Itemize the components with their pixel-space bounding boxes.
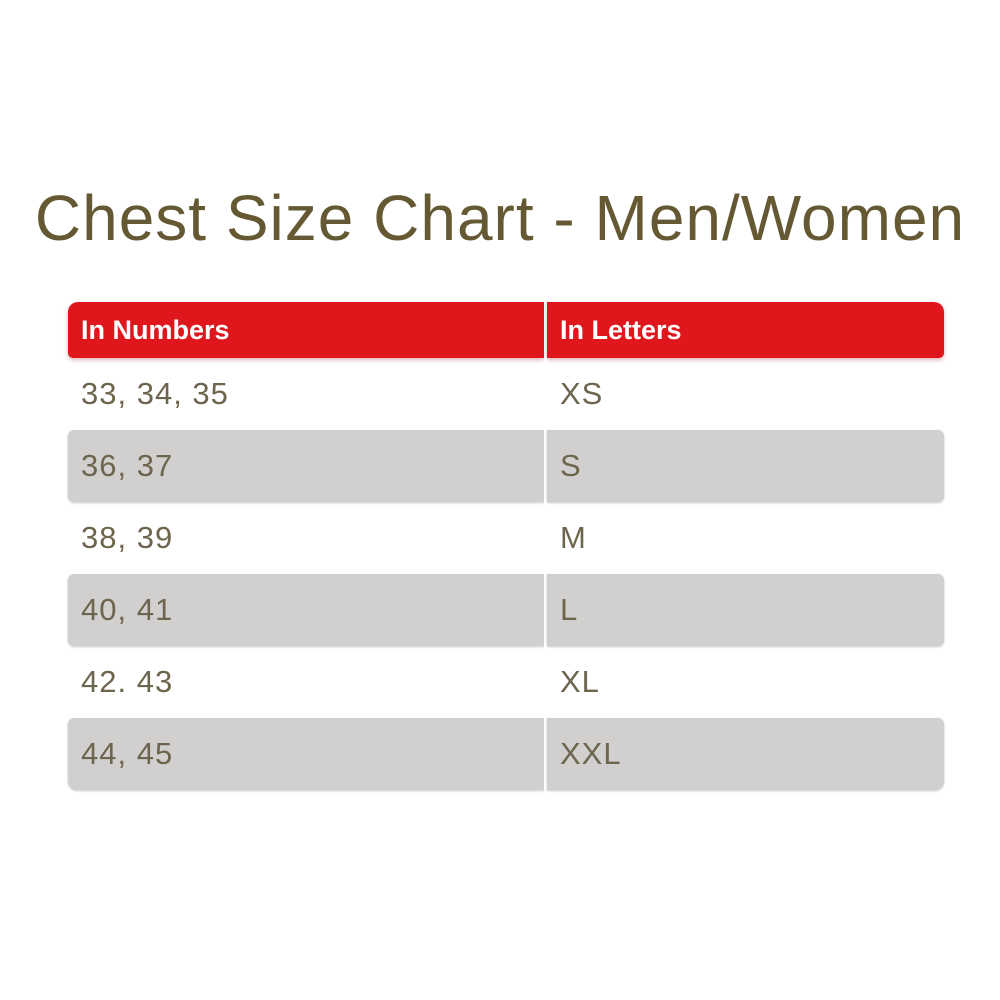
table-row-xl: 42. 43 XL xyxy=(68,646,944,718)
cell-numbers: 33, 34, 35 xyxy=(81,376,229,411)
table-row-xxl: 44, 45 XXL xyxy=(68,718,944,790)
column-divider xyxy=(544,718,547,790)
column-divider xyxy=(544,502,547,574)
column-divider xyxy=(544,358,547,430)
column-divider xyxy=(544,430,547,502)
size-chart-table: In Numbers In Letters 33, 34, 35 XS 36, … xyxy=(68,302,944,790)
table-header-row: In Numbers In Letters xyxy=(68,302,944,358)
cell-numbers: 42. 43 xyxy=(81,664,174,699)
table-row-xs: 33, 34, 35 XS xyxy=(68,358,944,430)
cell-numbers: 36, 37 xyxy=(68,430,544,502)
column-divider xyxy=(544,574,547,646)
column-divider xyxy=(544,646,547,718)
cell-letters: S xyxy=(547,430,944,502)
page-title: Chest Size Chart - Men/Women xyxy=(34,182,966,254)
cell-letters: XXL xyxy=(547,718,944,790)
cell-letters: XS xyxy=(560,376,604,411)
column-header-in-letters: In Letters xyxy=(547,302,944,358)
cell-numbers: 44, 45 xyxy=(68,718,544,790)
table-row-m: 38, 39 M xyxy=(68,502,944,574)
cell-numbers: 40, 41 xyxy=(68,574,544,646)
table-row-l: 40, 41 L xyxy=(68,574,944,646)
column-divider xyxy=(544,302,547,358)
table-row-s: 36, 37 S xyxy=(68,430,944,502)
cell-letters: L xyxy=(547,574,944,646)
cell-numbers: 38, 39 xyxy=(81,520,174,555)
cell-letters: XL xyxy=(560,664,600,699)
column-header-in-numbers: In Numbers xyxy=(68,302,544,358)
cell-letters: M xyxy=(560,520,587,555)
